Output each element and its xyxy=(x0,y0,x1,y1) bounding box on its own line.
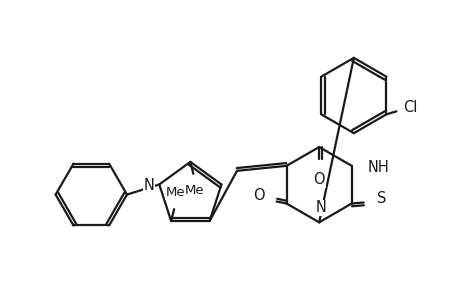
Text: S: S xyxy=(376,191,385,206)
Text: Me: Me xyxy=(165,186,185,199)
Text: Me: Me xyxy=(184,184,204,197)
Text: O: O xyxy=(252,188,264,203)
Text: NH: NH xyxy=(367,160,388,175)
Text: N: N xyxy=(143,178,154,193)
Text: Cl: Cl xyxy=(403,100,417,115)
Text: O: O xyxy=(313,172,324,187)
Text: N: N xyxy=(315,200,326,215)
